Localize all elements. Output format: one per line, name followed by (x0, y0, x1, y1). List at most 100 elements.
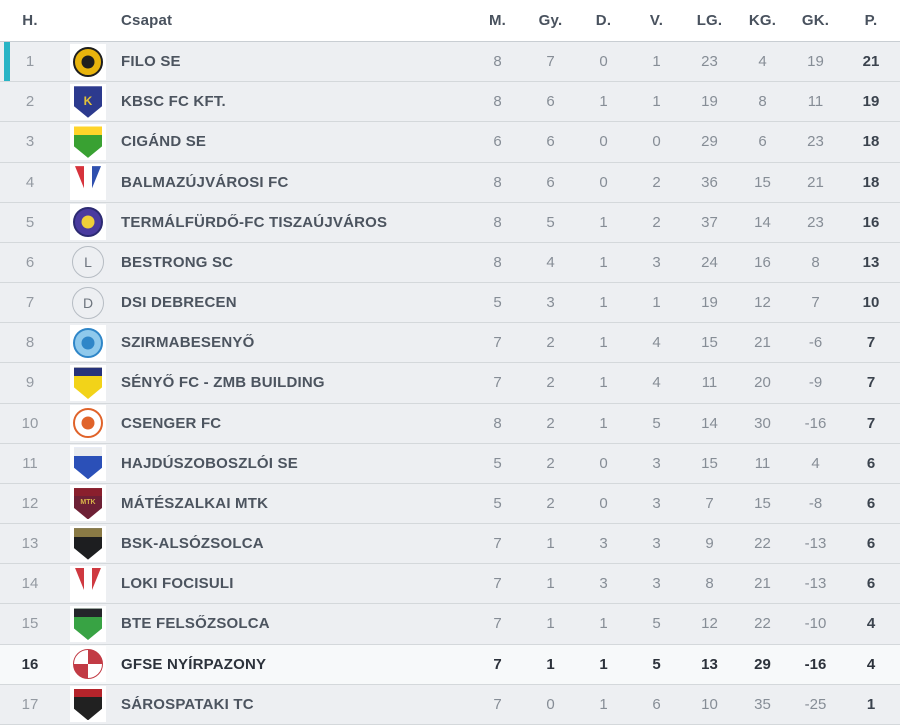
table-row[interactable]: 9 SÉNYŐ FC - ZMB BUILDING 7 2 1 4 11 20 … (0, 363, 900, 404)
team-crest-icon (73, 46, 103, 77)
draws-cell: 3 (599, 535, 608, 553)
points-cell: 6 (866, 535, 876, 553)
goals-against-cell: 35 (754, 695, 771, 713)
table-row[interactable]: 15 BTE FELSŐZSOLCA 7 1 1 5 12 22 -10 4 (0, 604, 900, 645)
table-row[interactable]: 12 MÁTÉSZALKAI MTK 5 2 0 3 7 15 -8 6 (0, 483, 900, 525)
position-cell: 11 (22, 454, 38, 472)
wins-cell: 0 (546, 695, 555, 713)
team-crest-icon (74, 367, 102, 399)
goals-for-cell: 14 (701, 414, 718, 432)
goals-against-cell: 15 (754, 494, 771, 512)
col-header-draws: D. (595, 12, 612, 29)
team-crest-icon (73, 207, 103, 238)
matches-cell: 8 (493, 253, 502, 271)
losses-cell: 5 (652, 615, 661, 633)
goals-for-cell: 7 (705, 494, 714, 512)
wins-cell: 6 (546, 133, 555, 151)
losses-cell: 3 (652, 535, 661, 553)
table-row[interactable]: 1 FILO SE 8 7 0 1 23 4 19 21 (0, 42, 900, 83)
goals-for-cell: 19 (701, 93, 718, 111)
team-logo-cell (60, 83, 116, 120)
table-row[interactable]: 13 BSK-ALSÓZSOLCA 7 1 3 3 9 22 -13 6 (0, 524, 900, 565)
matches-cell: 7 (493, 374, 502, 392)
team-logo-cell (60, 164, 116, 201)
table-row[interactable]: 10 CSENGER FC 8 2 1 5 14 30 -16 7 (0, 403, 900, 444)
losses-cell: 2 (652, 213, 661, 231)
position-cell: 7 (25, 294, 35, 312)
table-row[interactable]: 11 HAJDÚSZOBOSZLÓI SE 5 2 0 3 15 11 4 6 (0, 443, 900, 484)
goals-for-cell: 15 (701, 334, 718, 352)
table-row[interactable]: 2 KBSC FC KFT. 8 6 1 1 19 8 11 19 (0, 82, 900, 123)
col-header-goals-for: LG. (696, 12, 723, 29)
draws-cell: 1 (599, 615, 608, 633)
goal-difference-cell: -16 (804, 414, 827, 432)
draws-cell: 0 (599, 173, 608, 191)
goals-for-cell: 29 (701, 133, 718, 151)
wins-cell: 6 (546, 173, 555, 191)
team-logo (70, 525, 106, 562)
wins-cell: 1 (546, 575, 555, 593)
points-cell: 18 (862, 173, 880, 191)
points-cell: 7 (866, 374, 876, 392)
table-row[interactable]: 5 TERMÁLFÜRDŐ-FC TISZAÚJVÁROS 8 5 1 2 37… (0, 202, 900, 243)
table-row[interactable]: 7 DSI DEBRECEN 5 3 1 1 19 12 7 10 (0, 283, 900, 324)
points-cell: 4 (866, 655, 876, 673)
goals-for-cell: 12 (701, 615, 718, 633)
table-body: 1 FILO SE 8 7 0 1 23 4 19 21 2 KBSC FC K… (0, 42, 900, 725)
losses-cell: 4 (652, 334, 661, 352)
goal-difference-cell: -6 (808, 334, 823, 352)
table-row[interactable]: 16 GFSE NYÍRPAZONY 7 1 1 5 13 29 -16 4 (0, 644, 900, 685)
goals-against-cell: 12 (754, 294, 771, 312)
team-name: BALMAZÚJVÁROSI FC (121, 173, 289, 191)
team-logo (70, 43, 106, 80)
matches-cell: 8 (493, 53, 502, 71)
wins-cell: 1 (546, 535, 555, 553)
position-cell: 12 (21, 494, 39, 512)
position-cell: 15 (21, 615, 39, 633)
team-crest-icon (75, 166, 101, 199)
goals-for-cell: 13 (701, 655, 718, 673)
position-cell: 5 (25, 213, 35, 231)
team-logo (70, 445, 106, 482)
team-name: BSK-ALSÓZSOLCA (121, 535, 264, 553)
team-logo (70, 565, 106, 602)
team-name: FILO SE (121, 53, 181, 71)
team-name: BTE FELSŐZSOLCA (121, 615, 270, 633)
losses-cell: 3 (652, 575, 661, 593)
team-crest-icon (74, 688, 102, 721)
draws-cell: 1 (599, 655, 608, 673)
goal-difference-cell: 8 (811, 253, 820, 271)
table-row[interactable]: 17 SÁROSPATAKI TC 7 0 1 6 10 35 -25 1 (0, 684, 900, 725)
goals-for-cell: 37 (701, 213, 718, 231)
points-cell: 6 (866, 575, 876, 593)
table-row[interactable]: 4 BALMAZÚJVÁROSI FC 8 6 0 2 36 15 21 18 (0, 162, 900, 203)
team-crest-icon (74, 608, 102, 640)
losses-cell: 3 (652, 253, 661, 271)
position-cell: 2 (25, 93, 35, 111)
draws-cell: 1 (599, 414, 608, 432)
goals-for-cell: 24 (701, 253, 718, 271)
goals-for-cell: 23 (701, 53, 718, 71)
matches-cell: 5 (493, 454, 502, 472)
table-row[interactable]: 14 LOKI FOCISULI 7 1 3 3 8 21 -13 6 (0, 564, 900, 605)
col-header-goals-against: KG. (748, 12, 777, 29)
team-logo-cell (60, 285, 116, 321)
points-cell: 1 (866, 695, 876, 713)
team-logo (70, 605, 106, 642)
draws-cell: 1 (599, 695, 608, 713)
table-row[interactable]: 3 CIGÁND SE 6 6 0 0 29 6 23 18 (0, 122, 900, 163)
goal-difference-cell: 23 (807, 213, 824, 231)
draws-cell: 1 (599, 93, 608, 111)
points-cell: 10 (862, 294, 880, 312)
table-row[interactable]: 6 BESTRONG SC 8 4 1 3 24 16 8 13 (0, 242, 900, 284)
goal-difference-cell: 11 (807, 93, 824, 111)
draws-cell: 0 (599, 454, 608, 472)
team-name: BESTRONG SC (121, 253, 234, 271)
matches-cell: 6 (493, 133, 502, 151)
team-name: CIGÁND SE (121, 133, 207, 151)
wins-cell: 3 (546, 294, 555, 312)
goals-against-cell: 15 (754, 173, 771, 191)
table-row[interactable]: 8 SZIRMABESENYŐ 7 2 1 4 15 21 -6 7 (0, 323, 900, 364)
wins-cell: 7 (546, 53, 555, 71)
